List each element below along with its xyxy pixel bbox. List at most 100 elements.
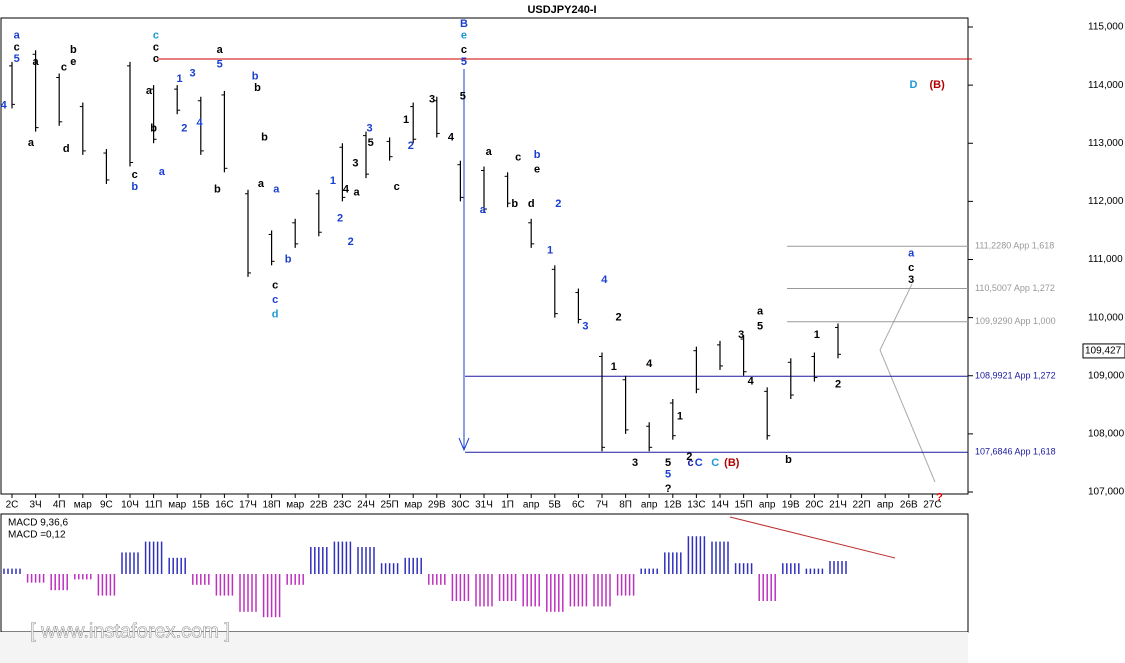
y-tick-label: 115,000 bbox=[1088, 22, 1124, 33]
x-tick-label: 26B bbox=[900, 500, 918, 511]
wave-label: b bbox=[285, 253, 292, 265]
wave-label: e bbox=[534, 163, 540, 175]
x-tick-label: апр bbox=[523, 500, 540, 511]
x-tick-label: мар bbox=[168, 500, 186, 511]
wave-label: a bbox=[353, 187, 360, 199]
x-tick-label: 4П bbox=[53, 500, 66, 511]
wave-label: C bbox=[711, 457, 719, 469]
wave-label: b bbox=[252, 70, 259, 82]
wave-label: d bbox=[272, 309, 279, 321]
wave-label: 1 bbox=[330, 175, 336, 187]
x-tick-label: 15B bbox=[192, 500, 210, 511]
wave-label: a bbox=[146, 85, 153, 97]
chart-title: USDJPY240-I bbox=[527, 4, 596, 16]
wave-label: b bbox=[534, 149, 541, 161]
wave-label: b bbox=[70, 44, 77, 56]
x-tick-label: 19B bbox=[782, 500, 800, 511]
wave-label: ? bbox=[665, 483, 672, 495]
macd-title: MACD 9,36,6 bbox=[8, 518, 68, 529]
wave-label: b bbox=[254, 82, 261, 94]
wave-label: 1 bbox=[403, 114, 409, 126]
x-tick-label: 9C bbox=[100, 500, 113, 511]
wave-label: a bbox=[14, 30, 21, 42]
wave-label: b bbox=[131, 181, 138, 193]
level-label: 107,6846 App 1,618 bbox=[975, 447, 1056, 457]
wave-label: 1 bbox=[611, 361, 617, 373]
wave-label: c bbox=[153, 41, 159, 53]
wave-label: c bbox=[153, 53, 159, 65]
wave-label: c bbox=[61, 62, 67, 74]
x-tick-label: 1П bbox=[501, 500, 514, 511]
wave-label: a bbox=[480, 204, 487, 216]
wave-label: 1 bbox=[547, 245, 553, 257]
wave-label: c bbox=[153, 30, 159, 42]
wave-label: 3 bbox=[908, 274, 914, 286]
wave-label: a bbox=[217, 44, 224, 56]
x-tick-label: 11П bbox=[145, 500, 163, 511]
wave-label: 4 bbox=[1, 99, 8, 111]
y-tick-label: 107,000 bbox=[1088, 487, 1125, 498]
wave-label: 5 bbox=[217, 59, 223, 71]
wave-label: 5 bbox=[460, 91, 466, 103]
y-tick-label: 108,000 bbox=[1088, 429, 1125, 440]
wave-label: D bbox=[910, 79, 918, 91]
wave-label: a bbox=[28, 137, 35, 149]
wave-label: b bbox=[214, 184, 221, 196]
wave-label: (B) bbox=[724, 457, 740, 469]
wave-label: 2 bbox=[348, 236, 354, 248]
x-tick-label: 16C bbox=[215, 500, 233, 511]
wave-label: 3 bbox=[352, 158, 358, 170]
wave-label: 5 bbox=[757, 320, 763, 332]
wave-label: a bbox=[757, 306, 764, 318]
forecast-line bbox=[879, 283, 913, 351]
wave-label: 5 bbox=[14, 53, 20, 65]
wave-label: c bbox=[272, 280, 278, 292]
x-tick-label: 10Ч bbox=[121, 500, 139, 511]
macd-value: MACD =0,12 bbox=[8, 530, 66, 541]
wave-label: 4 bbox=[646, 358, 653, 370]
wave-label: 4 bbox=[448, 131, 455, 143]
wave-label: c bbox=[14, 41, 20, 53]
wave-label: 1 bbox=[677, 410, 683, 422]
x-tick-label: 18П bbox=[262, 500, 280, 511]
x-tick-label: 21Ч bbox=[829, 500, 847, 511]
wave-label: 2 bbox=[835, 378, 841, 390]
wave-label: 3 bbox=[189, 67, 195, 79]
footer bbox=[0, 632, 968, 663]
wave-label: b bbox=[785, 454, 792, 466]
wave-label: a bbox=[258, 178, 265, 190]
wave-label: 2 bbox=[408, 140, 414, 152]
wave-label: 4 bbox=[343, 184, 350, 196]
wave-label: a bbox=[273, 184, 280, 196]
x-tick-label: 31Ч bbox=[475, 500, 493, 511]
wave-label: b bbox=[150, 123, 157, 135]
level-label: 111,2280 App 1,618 bbox=[975, 241, 1054, 251]
x-tick-label: апр bbox=[877, 500, 894, 511]
x-tick-label: 22П bbox=[852, 500, 870, 511]
wave-label: 3 bbox=[582, 320, 588, 332]
x-tick-label: 6C bbox=[572, 500, 585, 511]
macd-trend-line bbox=[729, 516, 896, 559]
x-tick-label: 3Ч bbox=[29, 500, 41, 511]
x-tick-label: мар bbox=[74, 500, 92, 511]
x-tick-label: апр bbox=[759, 500, 776, 511]
wave-label: 1 bbox=[176, 73, 182, 85]
x-tick-label: 23C bbox=[333, 500, 351, 511]
x-tick-label: 24Ч bbox=[357, 500, 375, 511]
wave-label: c bbox=[461, 44, 467, 56]
x-tick-label: 20C bbox=[805, 500, 823, 511]
wave-label: 3 bbox=[429, 94, 435, 106]
wave-label: b bbox=[511, 198, 518, 210]
wave-label: 2 bbox=[337, 213, 343, 225]
wave-label: a bbox=[486, 146, 493, 158]
wave-label: b bbox=[261, 131, 268, 143]
wave-label: C bbox=[695, 457, 703, 469]
wave-label: e bbox=[461, 30, 467, 42]
x-tick-label: 12B bbox=[664, 500, 682, 511]
wave-label: c bbox=[687, 457, 693, 469]
wave-label: 1 bbox=[814, 329, 820, 341]
y-tick-label: 109,000 bbox=[1088, 370, 1125, 381]
x-tick-label: 13C bbox=[687, 500, 705, 511]
x-tick-label: мар bbox=[404, 500, 422, 511]
